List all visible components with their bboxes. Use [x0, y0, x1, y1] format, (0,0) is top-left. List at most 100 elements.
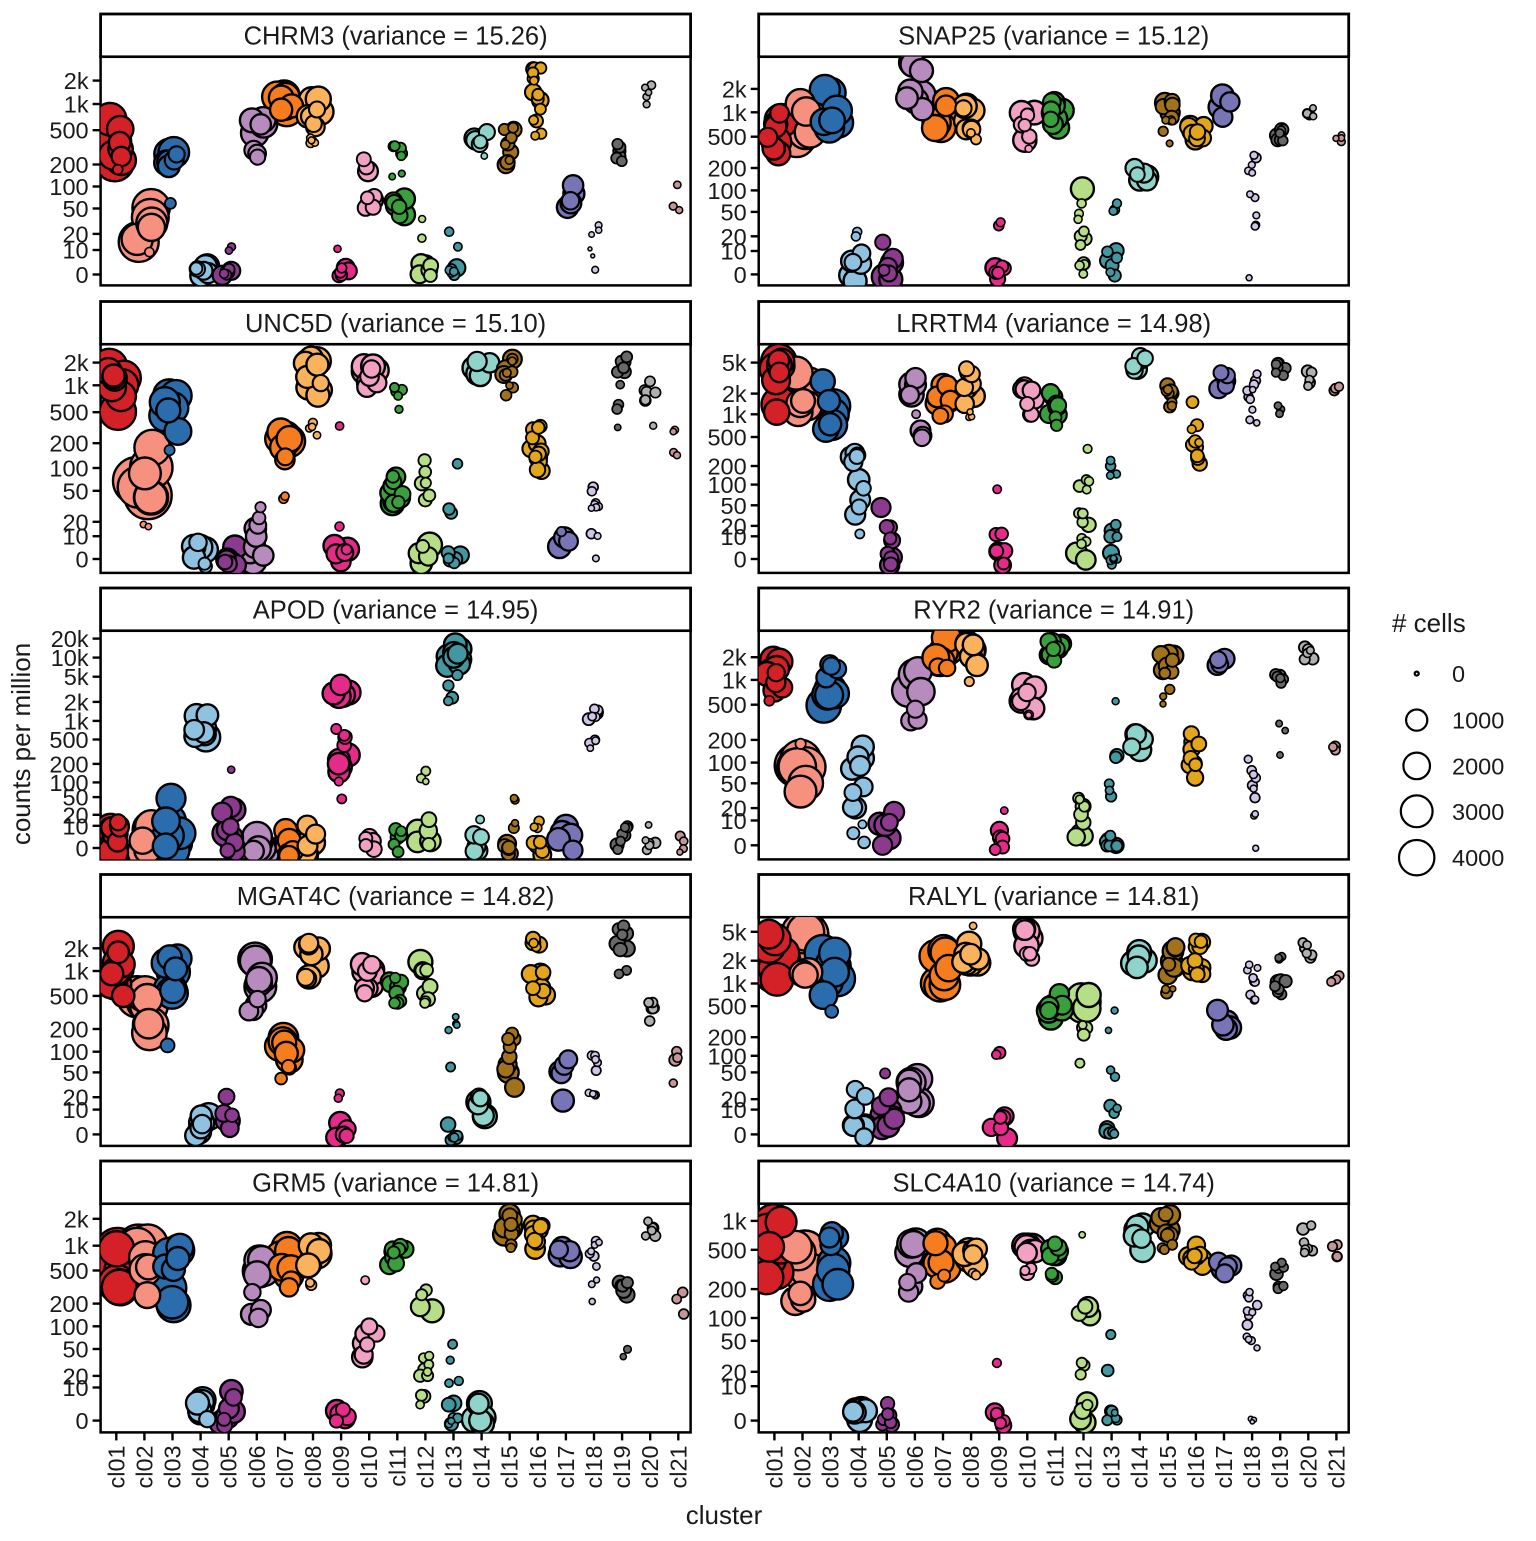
- svg-text:cl08: cl08: [300, 1445, 326, 1488]
- svg-text:1k: 1k: [722, 402, 747, 428]
- svg-text:1k: 1k: [722, 100, 747, 126]
- svg-text:500: 500: [707, 124, 746, 150]
- svg-text:100: 100: [49, 1039, 88, 1065]
- svg-text:# cells: # cells: [1392, 608, 1466, 638]
- svg-text:500: 500: [49, 983, 88, 1009]
- svg-text:cl07: cl07: [272, 1445, 298, 1488]
- svg-text:SLC4A10 (variance = 14.74): SLC4A10 (variance = 14.74): [892, 1169, 1215, 1197]
- svg-text:50: 50: [721, 199, 747, 225]
- svg-text:1k: 1k: [722, 667, 747, 693]
- svg-text:2k: 2k: [64, 936, 89, 962]
- svg-text:0: 0: [76, 1122, 89, 1148]
- svg-text:10: 10: [62, 813, 88, 839]
- svg-text:200: 200: [49, 1017, 88, 1043]
- svg-text:cl12: cl12: [412, 1445, 438, 1488]
- svg-text:1k: 1k: [64, 1233, 89, 1259]
- svg-text:SNAP25 (variance = 15.12): SNAP25 (variance = 15.12): [898, 22, 1209, 50]
- svg-text:1k: 1k: [722, 971, 747, 997]
- svg-text:RALYL (variance = 14.81): RALYL (variance = 14.81): [908, 883, 1199, 911]
- svg-text:2k: 2k: [64, 68, 89, 94]
- svg-text:50: 50: [721, 1060, 747, 1086]
- svg-text:2k: 2k: [64, 689, 89, 715]
- svg-text:2k: 2k: [64, 350, 89, 376]
- svg-text:100: 100: [707, 1043, 746, 1069]
- svg-text:20: 20: [721, 1087, 747, 1113]
- svg-text:1k: 1k: [722, 1208, 747, 1234]
- svg-text:cl13: cl13: [1099, 1445, 1125, 1488]
- svg-text:20: 20: [721, 224, 747, 250]
- svg-text:counts per million: counts per million: [6, 643, 36, 845]
- svg-text:1000: 1000: [1452, 708, 1504, 734]
- svg-text:10: 10: [62, 1375, 88, 1401]
- svg-text:cl15: cl15: [1155, 1445, 1181, 1488]
- svg-text:cl04: cl04: [846, 1445, 872, 1488]
- svg-text:cl21: cl21: [665, 1445, 691, 1488]
- svg-text:cl20: cl20: [1295, 1445, 1321, 1488]
- svg-text:50: 50: [62, 785, 88, 811]
- svg-text:2k: 2k: [722, 76, 747, 102]
- svg-text:cluster: cluster: [686, 1500, 763, 1530]
- svg-text:0: 0: [734, 833, 747, 859]
- svg-text:1k: 1k: [64, 373, 89, 399]
- svg-text:cl15: cl15: [497, 1445, 523, 1488]
- svg-text:cl20: cl20: [637, 1445, 663, 1488]
- svg-text:2k: 2k: [722, 645, 747, 671]
- svg-text:100: 100: [49, 174, 88, 200]
- svg-text:200: 200: [707, 1025, 746, 1051]
- svg-text:10: 10: [721, 808, 747, 834]
- svg-text:200: 200: [49, 751, 88, 777]
- svg-text:MGAT4C (variance = 14.82): MGAT4C (variance = 14.82): [237, 883, 555, 911]
- svg-text:cl05: cl05: [216, 1445, 242, 1488]
- svg-text:cl10: cl10: [1014, 1445, 1040, 1488]
- svg-text:100: 100: [49, 1314, 88, 1340]
- svg-text:0: 0: [76, 262, 89, 288]
- svg-text:20: 20: [62, 509, 88, 535]
- svg-text:CHRM3 (variance = 15.26): CHRM3 (variance = 15.26): [244, 22, 548, 50]
- svg-text:500: 500: [707, 1237, 746, 1263]
- svg-text:500: 500: [707, 692, 746, 718]
- svg-text:0: 0: [734, 1408, 747, 1434]
- svg-text:100: 100: [707, 750, 746, 776]
- svg-text:RYR2 (variance = 14.91): RYR2 (variance = 14.91): [913, 596, 1194, 624]
- svg-text:500: 500: [49, 727, 88, 753]
- svg-text:20: 20: [62, 802, 88, 828]
- svg-text:cl02: cl02: [790, 1445, 816, 1488]
- svg-text:cl18: cl18: [581, 1445, 607, 1488]
- svg-text:200: 200: [707, 727, 746, 753]
- svg-text:100: 100: [49, 770, 88, 796]
- svg-text:LRRTM4 (variance = 14.98): LRRTM4 (variance = 14.98): [896, 310, 1211, 338]
- svg-text:cl19: cl19: [609, 1445, 635, 1488]
- svg-text:5k: 5k: [64, 664, 89, 690]
- svg-text:3000: 3000: [1452, 799, 1504, 825]
- svg-text:GRM5 (variance = 14.81): GRM5 (variance = 14.81): [252, 1169, 539, 1197]
- svg-text:200: 200: [707, 156, 746, 182]
- svg-text:0: 0: [734, 262, 747, 288]
- svg-text:20: 20: [721, 513, 747, 539]
- svg-text:2k: 2k: [722, 948, 747, 974]
- svg-text:cl06: cl06: [244, 1445, 270, 1488]
- svg-text:5k: 5k: [722, 350, 747, 376]
- svg-text:cl04: cl04: [188, 1445, 214, 1488]
- svg-text:cl17: cl17: [553, 1445, 579, 1488]
- svg-text:200: 200: [707, 1277, 746, 1303]
- svg-text:4000: 4000: [1452, 845, 1504, 871]
- svg-text:1k: 1k: [64, 92, 89, 118]
- svg-text:50: 50: [62, 1060, 88, 1086]
- svg-text:0: 0: [76, 836, 89, 862]
- svg-text:cl16: cl16: [525, 1445, 551, 1488]
- svg-text:50: 50: [721, 493, 747, 519]
- svg-text:10: 10: [721, 239, 747, 265]
- svg-text:cl02: cl02: [131, 1445, 157, 1488]
- svg-text:cl10: cl10: [356, 1445, 382, 1488]
- svg-text:10: 10: [62, 524, 88, 550]
- svg-text:100: 100: [707, 472, 746, 498]
- svg-text:cl11: cl11: [384, 1445, 410, 1486]
- svg-text:500: 500: [707, 994, 746, 1020]
- svg-text:50: 50: [62, 196, 88, 222]
- svg-text:500: 500: [49, 1258, 88, 1284]
- svg-text:100: 100: [707, 178, 746, 204]
- svg-text:200: 200: [49, 1291, 88, 1317]
- svg-text:cl01: cl01: [761, 1445, 787, 1488]
- svg-text:50: 50: [721, 771, 747, 797]
- svg-text:cl18: cl18: [1239, 1445, 1265, 1488]
